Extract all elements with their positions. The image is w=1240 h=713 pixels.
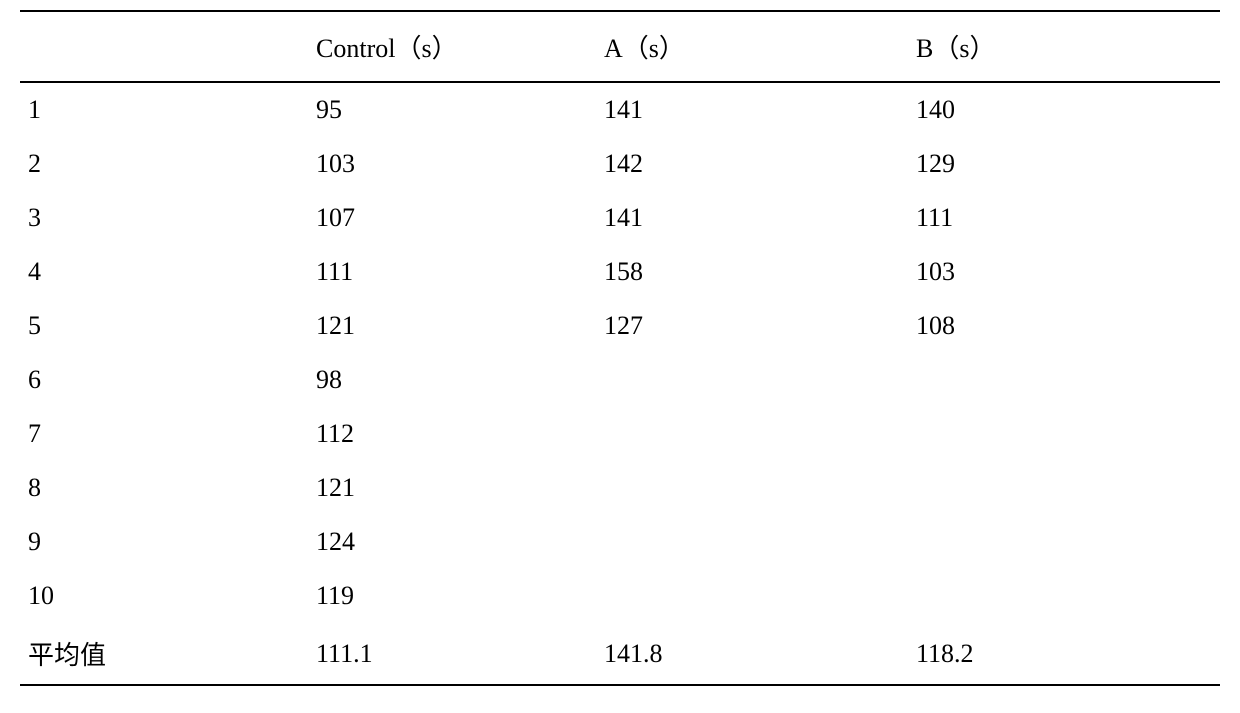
cell-index: 1 (20, 82, 308, 137)
cell-control: 111.1 (308, 623, 596, 685)
cell-control: 112 (308, 407, 596, 461)
cell-a: 141.8 (596, 623, 908, 685)
cell-b: 108 (908, 299, 1220, 353)
cell-control: 121 (308, 299, 596, 353)
cell-control: 98 (308, 353, 596, 407)
cell-index: 5 (20, 299, 308, 353)
table-row: 7 112 (20, 407, 1220, 461)
cell-index: 4 (20, 245, 308, 299)
cell-index: 平均值 (20, 623, 308, 685)
cell-index: 8 (20, 461, 308, 515)
cell-b: 129 (908, 137, 1220, 191)
cell-control: 111 (308, 245, 596, 299)
cell-a: 141 (596, 191, 908, 245)
cell-b (908, 407, 1220, 461)
col-header-a: A（s） (596, 11, 908, 82)
cell-a (596, 407, 908, 461)
cell-b (908, 461, 1220, 515)
cell-index: 7 (20, 407, 308, 461)
table-row-average: 平均值 111.1 141.8 118.2 (20, 623, 1220, 685)
cell-control: 121 (308, 461, 596, 515)
cell-a (596, 569, 908, 623)
table-row: 1 95 141 140 (20, 82, 1220, 137)
table-row: 8 121 (20, 461, 1220, 515)
table-row: 4 111 158 103 (20, 245, 1220, 299)
cell-index: 6 (20, 353, 308, 407)
cell-b: 111 (908, 191, 1220, 245)
cell-index: 3 (20, 191, 308, 245)
col-header-b: B（s） (908, 11, 1220, 82)
cell-a: 127 (596, 299, 908, 353)
cell-control: 124 (308, 515, 596, 569)
cell-a (596, 461, 908, 515)
cell-index: 10 (20, 569, 308, 623)
col-header-index (20, 11, 308, 82)
cell-b: 103 (908, 245, 1220, 299)
cell-a: 142 (596, 137, 908, 191)
table-header-row: Control（s） A（s） B（s） (20, 11, 1220, 82)
table-row: 2 103 142 129 (20, 137, 1220, 191)
col-header-control: Control（s） (308, 11, 596, 82)
cell-b: 140 (908, 82, 1220, 137)
cell-a: 158 (596, 245, 908, 299)
table-row: 3 107 141 111 (20, 191, 1220, 245)
table-row: 9 124 (20, 515, 1220, 569)
cell-a (596, 515, 908, 569)
table-row: 5 121 127 108 (20, 299, 1220, 353)
table-row: 10 119 (20, 569, 1220, 623)
cell-a (596, 353, 908, 407)
cell-index: 9 (20, 515, 308, 569)
cell-b: 118.2 (908, 623, 1220, 685)
cell-control: 103 (308, 137, 596, 191)
cell-control: 119 (308, 569, 596, 623)
table-row: 6 98 (20, 353, 1220, 407)
cell-index: 2 (20, 137, 308, 191)
cell-control: 107 (308, 191, 596, 245)
cell-b (908, 569, 1220, 623)
data-table: Control（s） A（s） B（s） 1 95 141 140 2 103 … (20, 10, 1220, 686)
cell-control: 95 (308, 82, 596, 137)
cell-b (908, 515, 1220, 569)
cell-b (908, 353, 1220, 407)
cell-a: 141 (596, 82, 908, 137)
